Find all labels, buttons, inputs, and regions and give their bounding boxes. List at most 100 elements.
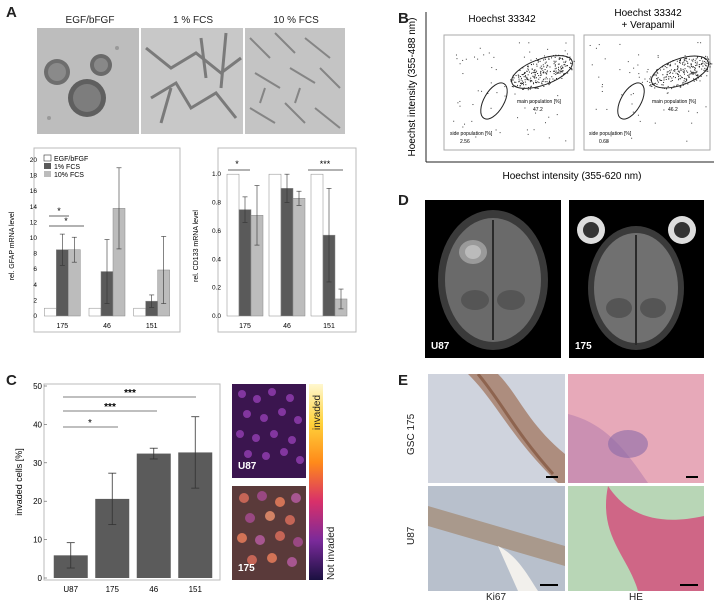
flow-dot (560, 71, 562, 73)
flow-p1-side-label: side population [%] (450, 131, 493, 137)
flow-dot (524, 75, 526, 77)
gfap-ytick: 16 (30, 188, 38, 195)
flow-dot (700, 42, 702, 44)
flow-dot (683, 77, 685, 79)
flow-dot (679, 62, 681, 64)
flow-dot (693, 72, 695, 74)
flow-dot (667, 85, 669, 87)
flow-dot (573, 60, 575, 62)
flow-dot (663, 109, 665, 111)
flow-dot (548, 116, 550, 118)
flow-dot (650, 79, 652, 81)
flow-dot (535, 77, 537, 79)
flow-dot (670, 69, 672, 71)
flow-dot (702, 62, 704, 64)
flow-dot (559, 70, 561, 72)
flow-dot (554, 70, 556, 72)
flow-p2-side-label: side population [%] (589, 131, 632, 137)
gfap-xtick: 46 (103, 323, 111, 330)
flow-dot (544, 122, 546, 124)
flow-dot (538, 75, 540, 77)
flow-dot (709, 66, 711, 68)
flow-dot (540, 72, 542, 74)
flow-dot (558, 59, 560, 61)
flow-dot (688, 110, 690, 112)
flow-dot (650, 76, 652, 78)
flow-dot (462, 59, 464, 61)
flow-dot (697, 77, 699, 79)
flow-dot (555, 67, 557, 69)
flow-dot (554, 61, 556, 63)
flow-dot (679, 59, 681, 61)
flow-plot2-main-gate (650, 55, 710, 89)
flow-dot (687, 62, 689, 64)
flow-dot (638, 54, 640, 56)
flow-dot (540, 65, 542, 67)
flow-dot (677, 84, 679, 86)
flow-dot (701, 63, 703, 65)
flow-dot (691, 73, 693, 75)
flow-dot (671, 77, 673, 79)
cd133-ytick: 0.2 (212, 285, 221, 292)
flow-dot (667, 63, 669, 65)
gfap-legend-1fcs: 1% FCS (54, 164, 80, 171)
flow-dot (558, 68, 560, 70)
flow-dot (536, 82, 538, 84)
flow-dot (530, 72, 532, 74)
gfap-frame (33, 147, 181, 333)
flow-dot (542, 64, 544, 66)
flow-dot (553, 63, 555, 65)
flow-dot (528, 69, 530, 71)
flow-dot (530, 101, 532, 103)
flow-dot (544, 72, 546, 74)
flow-dot (705, 55, 707, 57)
invasion-xtick: 46 (149, 585, 158, 594)
flow-dot (518, 80, 520, 82)
flow-plot1-frame (443, 34, 575, 151)
flow-dot (687, 71, 689, 73)
flow-dot (566, 56, 568, 58)
cd133-ytick: 0.0 (212, 313, 221, 320)
flow-dot (528, 71, 530, 73)
cd133-frame (217, 147, 357, 333)
flow-dot (522, 80, 524, 82)
flow-dot (679, 60, 681, 62)
flow-dot (651, 85, 653, 87)
flow-dot (540, 71, 542, 73)
flow-dot (540, 74, 542, 76)
flow-dot (526, 78, 528, 80)
flow-dot (689, 67, 691, 69)
flow-dot (553, 60, 555, 62)
flow-dot (555, 72, 557, 74)
gfap-ytick: 8 (33, 251, 37, 258)
histology-row1-label: GSC 175 (406, 413, 417, 455)
flow-dot (564, 65, 566, 67)
flow-dot (483, 54, 485, 56)
flow-dot (535, 58, 537, 60)
flow-dot (695, 73, 697, 75)
flow-dot (537, 81, 539, 83)
flow-dot (527, 89, 529, 91)
invasion-ytick: 50 (33, 382, 42, 391)
flow-dot (521, 82, 523, 84)
flow-dot (700, 75, 702, 77)
invasion-ytick: 20 (33, 497, 42, 506)
flow-dot (536, 65, 538, 67)
invasion-color-scale (309, 384, 323, 580)
flow-dot (554, 64, 556, 66)
panel-letter-c: C (6, 372, 17, 389)
flow-dot (676, 69, 678, 71)
flow-dot (659, 69, 661, 71)
flow-dot (542, 80, 544, 82)
cd133-bar (310, 173, 324, 317)
flow-dot (535, 112, 537, 114)
flow-dot (541, 83, 543, 85)
gfap-ytick: 20 (30, 157, 38, 164)
flow-dot (667, 71, 669, 73)
gfap-xtick: 151 (146, 323, 158, 330)
histology-gsc175-ki67 (428, 374, 565, 483)
histology-col2-label: HE (629, 592, 643, 603)
flow-dot (536, 70, 538, 72)
flow-dot (544, 62, 546, 64)
flow-dot (707, 58, 709, 60)
